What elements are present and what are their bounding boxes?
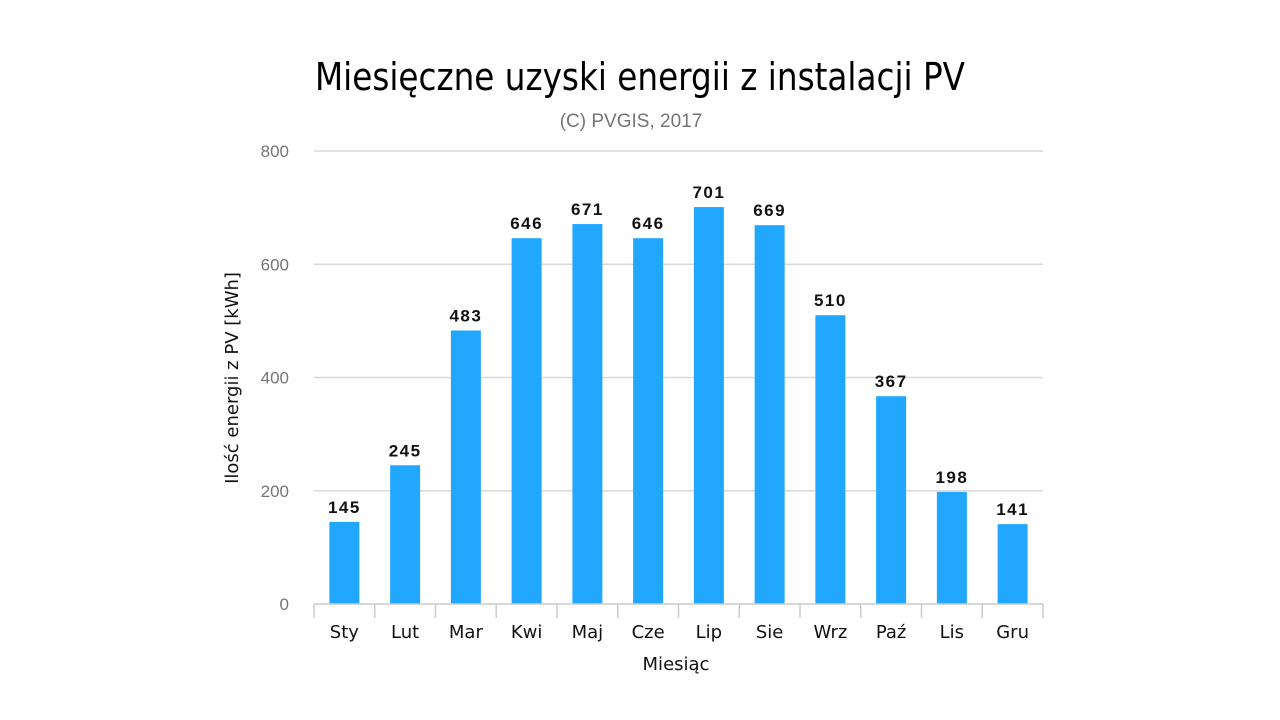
- x-tick-label: Paź: [876, 622, 907, 643]
- bar: [754, 225, 785, 604]
- data-label: 701: [692, 183, 725, 202]
- x-tick-label: Lip: [696, 622, 722, 643]
- bar: [633, 238, 664, 604]
- data-label: 671: [571, 200, 604, 219]
- y-tick-label: 0: [280, 595, 289, 614]
- y-tick-label: 400: [261, 369, 289, 388]
- x-tick-label: Cze: [632, 622, 665, 643]
- bar: [815, 315, 846, 604]
- x-tick-label: Wrz: [813, 622, 847, 643]
- data-label: 669: [753, 201, 786, 220]
- x-tick-label: Lis: [940, 622, 964, 643]
- x-tick-label: Gru: [996, 622, 1029, 643]
- gridlines: [314, 150, 1043, 492]
- data-label: 646: [632, 214, 665, 233]
- bar: [329, 521, 360, 604]
- data-label: 483: [449, 307, 482, 326]
- data-label: 646: [510, 214, 543, 233]
- x-axis: Sty Lut Mar Kwi Maj Cze Lip Sie Wrz Paź Lis Gru: [313, 603, 1044, 643]
- bar: [997, 524, 1028, 604]
- y-axis-title: Ilość energii z PV [kWh]: [222, 272, 243, 484]
- y-tick-label: 600: [261, 255, 289, 274]
- x-tick-label: Kwi: [511, 622, 543, 643]
- data-label: 141: [996, 500, 1029, 519]
- data-label: 145: [328, 498, 361, 517]
- chart-subtitle: (C) PVGIS, 2017: [560, 111, 703, 132]
- data-label: 367: [875, 372, 908, 391]
- bar: [572, 224, 603, 604]
- data-label: 245: [389, 441, 422, 460]
- bar: [693, 207, 724, 604]
- y-tick-label: 200: [261, 482, 289, 501]
- bar: [390, 465, 421, 604]
- data-label: 198: [935, 468, 968, 487]
- x-tick-label: Maj: [572, 622, 604, 643]
- x-tick-label: Mar: [449, 622, 484, 643]
- x-tick-label: Sty: [330, 622, 359, 643]
- x-tick-label: Sie: [756, 622, 784, 643]
- x-tick-label: Lut: [391, 622, 419, 643]
- bar: [876, 396, 907, 604]
- bar: [511, 238, 542, 604]
- chart-title: Miesięczne uzyski energii z instalacji P…: [315, 55, 965, 99]
- bar: [936, 491, 967, 604]
- x-axis-title: Miesiąc: [643, 654, 710, 675]
- bar: [450, 330, 481, 604]
- y-tick-label: 800: [261, 142, 289, 161]
- bars: 145 245 483 646 671 646 701 669 510 367 198 141: [328, 183, 1029, 604]
- data-label: 510: [814, 291, 847, 310]
- y-axis-ticks: 0 200 400 600 800: [261, 142, 289, 614]
